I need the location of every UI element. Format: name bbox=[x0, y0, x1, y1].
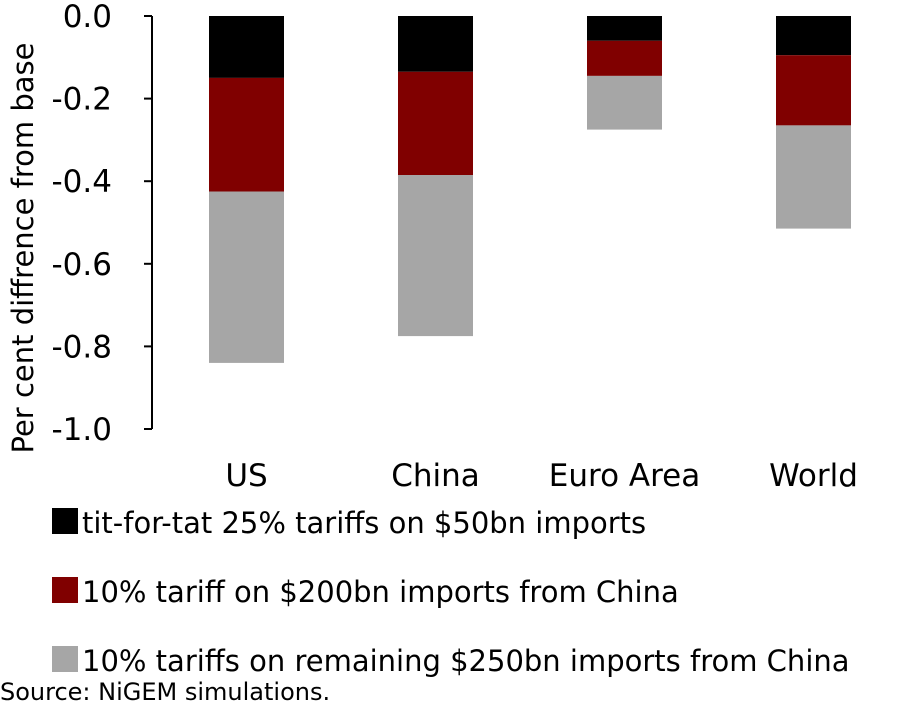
bar-china-series-1 bbox=[398, 16, 473, 72]
y-tick-label: -0.6 bbox=[52, 247, 113, 283]
bar-us-series-3 bbox=[209, 191, 284, 363]
plot-area bbox=[209, 16, 851, 363]
y-tick-label: 0.0 bbox=[63, 0, 112, 35]
category-label: US bbox=[225, 458, 267, 494]
bar-world-series-1 bbox=[776, 16, 851, 56]
legend-label: 10% tariff on $200bn imports from China bbox=[82, 575, 679, 609]
bar-world-series-2 bbox=[776, 55, 851, 126]
bar-euro-area-series-2 bbox=[587, 40, 662, 76]
bar-world-series-3 bbox=[776, 125, 851, 229]
category-label: China bbox=[391, 458, 480, 494]
legend: tit-for-tat 25% tariffs on $50bn imports… bbox=[52, 506, 850, 678]
y-tick-label: -0.4 bbox=[52, 164, 113, 200]
bar-china-series-3 bbox=[398, 175, 473, 337]
bar-euro-area-series-1 bbox=[587, 16, 662, 41]
y-axis-title: Per cent diffrence from base bbox=[6, 43, 40, 454]
bar-us-series-2 bbox=[209, 77, 284, 192]
source-note: Source: NiGEM simulations. bbox=[0, 678, 330, 706]
legend-swatch bbox=[52, 577, 78, 603]
axes: US China Euro Area World 0.0 -0.2 -0.4 -0.6 -0.8… bbox=[52, 0, 858, 494]
category-label: Euro Area bbox=[549, 458, 700, 494]
category-label: World bbox=[769, 458, 858, 494]
legend-swatch bbox=[52, 508, 78, 534]
legend-swatch bbox=[52, 646, 78, 672]
legend-label: tit-for-tat 25% tariffs on $50bn imports bbox=[82, 506, 646, 540]
bar-china-series-2 bbox=[398, 71, 473, 176]
y-tick-label: -0.2 bbox=[52, 82, 113, 118]
y-tick-label: -1.0 bbox=[52, 412, 113, 448]
bar-euro-area-series-3 bbox=[587, 75, 662, 130]
bar-us-series-1 bbox=[209, 16, 284, 78]
y-tick-label: -0.8 bbox=[52, 329, 113, 365]
legend-label: 10% tariffs on remaining $250bn imports … bbox=[82, 644, 850, 678]
